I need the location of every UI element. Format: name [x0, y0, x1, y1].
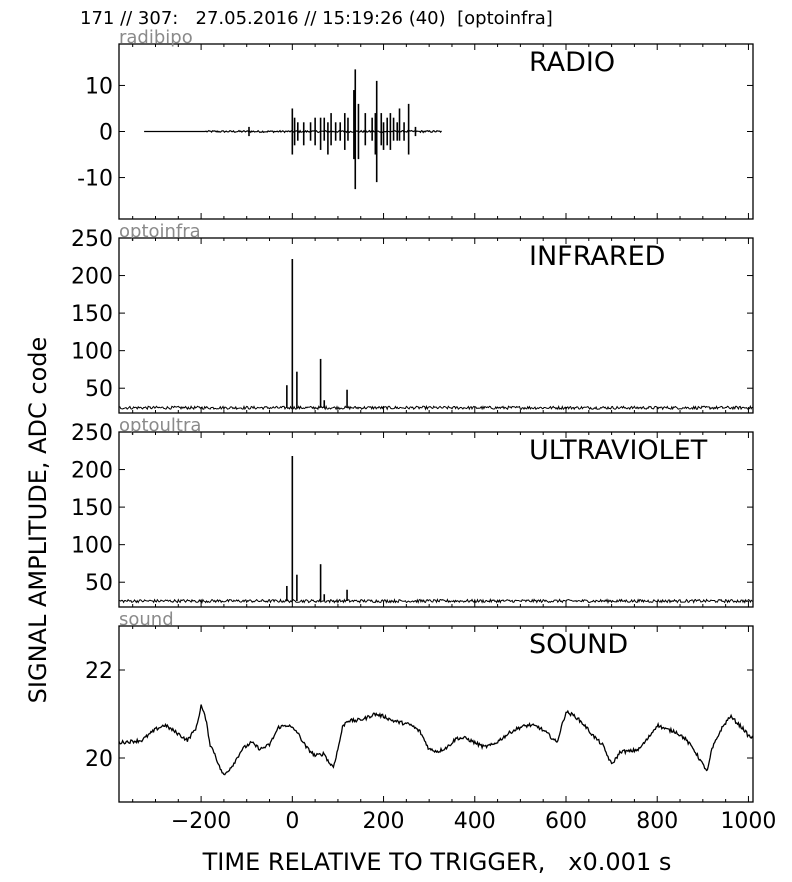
sensor-name-label: optoinfra — [119, 221, 201, 242]
x-axis-label: TIME RELATIVE TO TRIGGER, x0.001 s — [202, 848, 672, 876]
panel-ultraviolet: optoultra ULTRAVIOLET 50 100 150 200 250 — [71, 415, 754, 608]
panel-radio: radibipo RADIO -10 0 10 — [77, 27, 754, 220]
series-line — [119, 704, 753, 776]
x-tick-label: 600 — [545, 809, 587, 834]
panel-sound: sound SOUND 20 22 −200 0 200 400 600 800 1000 — [85, 609, 776, 834]
y-tick-label: 10 — [85, 74, 113, 99]
panel-title: ULTRAVIOLET — [529, 435, 708, 466]
panel-title: INFRARED — [529, 241, 665, 272]
y-tick-label: 150 — [71, 302, 113, 327]
panel-infrared: optoinfra INFRARED 50 100 150 200 250 — [71, 221, 754, 414]
x-tick-label: 1000 — [720, 809, 776, 834]
x-tick-label: 200 — [363, 809, 405, 834]
y-tick-label: 50 — [85, 377, 113, 402]
x-tick-label: 0 — [285, 809, 299, 834]
plot-frame — [118, 625, 754, 803]
y-tick-label: 100 — [71, 340, 113, 365]
x-tick-label: −200 — [171, 809, 231, 834]
y-tick-label: 200 — [71, 265, 113, 290]
y-tick-label: 250 — [71, 227, 113, 252]
panel-title: RADIO — [529, 47, 615, 78]
figure-header: 171 // 307: 27.05.2016 // 15:19:26 (40) … — [80, 8, 553, 29]
y-tick-label: 200 — [71, 459, 113, 484]
sensor-name-label: optoultra — [119, 415, 201, 436]
y-tick-label: 250 — [71, 421, 113, 446]
series-line — [119, 598, 753, 604]
y-tick-label: 50 — [85, 571, 113, 596]
y-tick-label: -10 — [77, 167, 113, 192]
panel-title: SOUND — [529, 629, 628, 660]
plot-frame — [118, 237, 754, 414]
y-tick-label: 150 — [71, 496, 113, 521]
x-tick-label: 800 — [636, 809, 678, 834]
y-tick-label: 22 — [85, 659, 113, 684]
series-line — [119, 404, 753, 411]
y-tick-label: 100 — [71, 534, 113, 559]
sensor-name-label: sound — [119, 609, 174, 630]
y-tick-label: 0 — [99, 121, 113, 146]
y-tick-label: 20 — [85, 747, 113, 772]
x-tick-label: 400 — [454, 809, 496, 834]
plot-frame — [118, 431, 754, 608]
sensor-name-label: radibipo — [119, 27, 193, 48]
